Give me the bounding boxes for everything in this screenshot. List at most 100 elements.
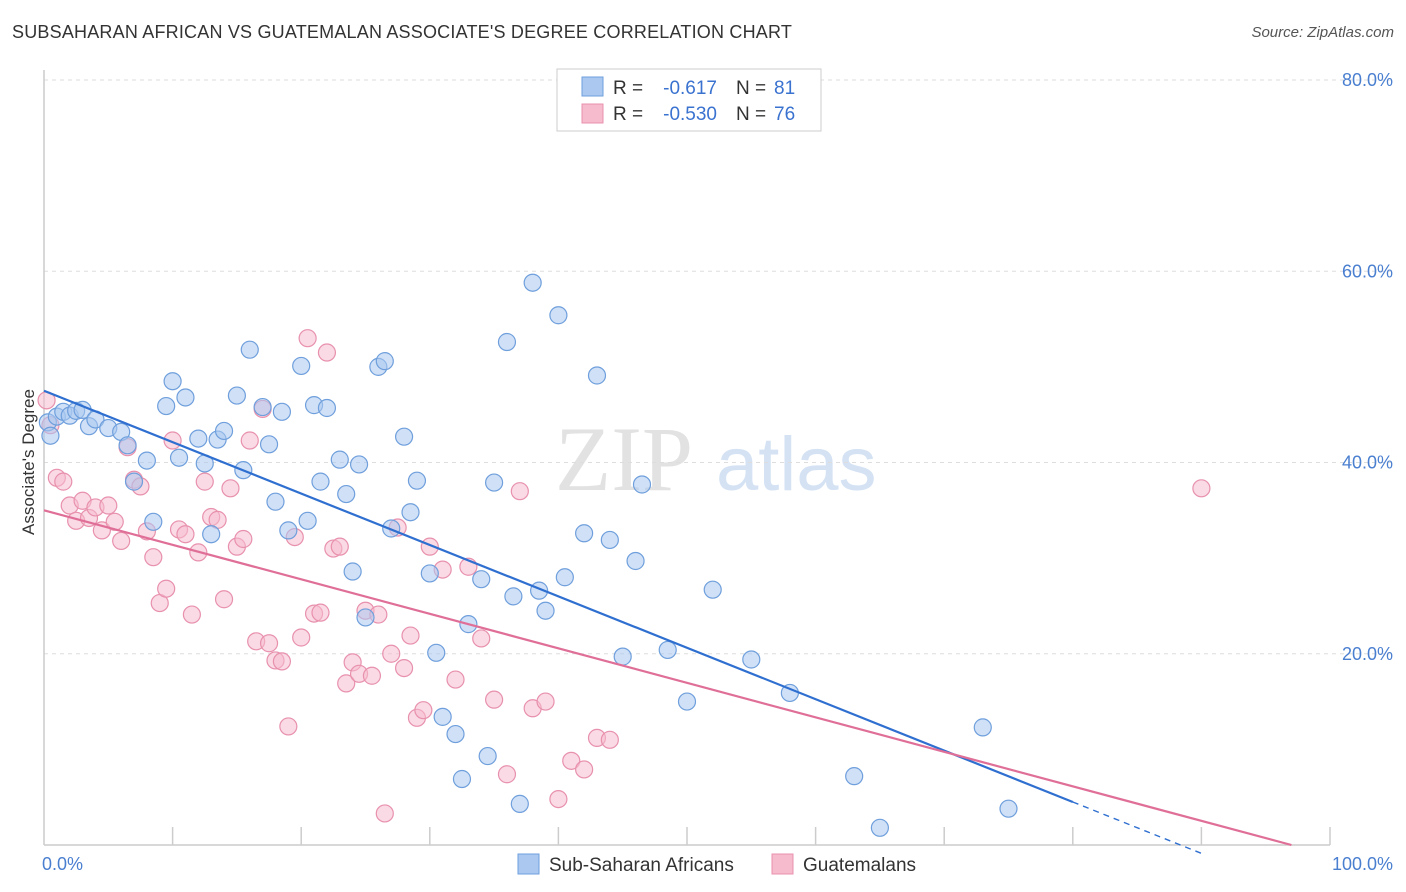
sub-saharan-point-16	[163, 372, 182, 391]
guatemalans-point-59	[414, 701, 433, 720]
sub-saharan-point-57	[497, 332, 517, 352]
sub-saharan-point-71	[658, 640, 677, 660]
stats-r-label-1: R =	[613, 78, 643, 99]
sub-saharan-point-26	[240, 340, 259, 359]
sub-saharan-point-12	[124, 472, 144, 491]
sub-saharan-point-13	[137, 451, 156, 470]
sub-saharan-point-65	[575, 524, 594, 543]
sub-saharan-point-80	[999, 799, 1018, 818]
sub-saharan-point-54	[472, 570, 491, 589]
sub-saharan-point-28	[259, 435, 279, 454]
grid	[44, 79, 1392, 655]
sub-saharan-point-30	[272, 402, 292, 421]
guatemalans-point-54	[382, 644, 401, 663]
sub-saharan-point-1	[41, 426, 60, 445]
guatemalans-point-53	[375, 804, 394, 823]
stats-n-label-1: N =	[736, 78, 766, 99]
stats-swatch-pink	[581, 103, 604, 124]
guatemalans-point-51	[362, 666, 382, 685]
guatemalans-point-71	[562, 751, 581, 770]
stats-r-value-2: -0.530	[663, 104, 717, 125]
sub-saharan-point-59	[510, 794, 529, 813]
series-guatemalans	[37, 329, 1211, 823]
guatemalans-point-25	[195, 472, 214, 491]
guatemalans-point-66	[497, 765, 517, 784]
guatemalans-point-75	[1192, 479, 1211, 498]
guatemalans-point-65	[485, 690, 504, 709]
guatemalans-point-67	[510, 482, 529, 501]
guatemalans-point-28	[214, 590, 234, 609]
sub-saharan-point-55	[478, 746, 497, 766]
sub-saharan-point-73	[703, 580, 722, 599]
sub-saharan-point-62	[536, 601, 555, 620]
sub-saharan-point-36	[317, 398, 337, 418]
sub-saharan-point-24	[227, 386, 246, 405]
sub-saharan-point-43	[375, 352, 394, 371]
guatemalans-point-46	[330, 537, 349, 556]
guatemalans-point-57	[401, 626, 420, 645]
sub-saharan-point-70	[632, 475, 652, 494]
sub-saharan-point-32	[292, 356, 311, 376]
guatemalans-point-31	[234, 529, 253, 549]
guatemalans-point-41	[298, 329, 317, 348]
guatemalans-point-72	[575, 760, 594, 779]
regression-lines	[43, 389, 1292, 855]
guatemalans-point-43	[311, 603, 330, 622]
guatemalans-point-12	[112, 531, 131, 551]
y-tick-label-1: 40.0%	[1342, 453, 1393, 473]
bottom-legend: Sub-Saharan Africans Guatemalans	[517, 853, 916, 876]
sub-saharan-point-21	[202, 525, 221, 544]
sub-saharan-point-39	[343, 562, 362, 581]
guatemalans-point-47	[337, 674, 356, 693]
guatemalans-point-64	[472, 629, 491, 648]
sub-saharan-point-41	[356, 608, 375, 627]
guatemalans-point-56	[394, 658, 414, 678]
x-tick-label-1: 100.0%	[1332, 854, 1393, 874]
sub-saharan-point-72	[677, 692, 697, 711]
sub-saharan-point-17	[169, 448, 189, 467]
legend-swatch-guatemalans	[771, 853, 794, 875]
guatemalans-point-29	[221, 479, 240, 498]
sub-saharan-point-64	[555, 568, 574, 587]
chart-title: SUBSAHARAN AFRICAN VS GUATEMALAN ASSOCIA…	[12, 22, 793, 42]
legend-label-sub-saharan: Sub-Saharan Africans	[549, 855, 734, 876]
stats-n-label-2: N =	[736, 104, 766, 125]
y-tick-label-2: 60.0%	[1342, 261, 1393, 281]
sub-saharan-point-31	[279, 521, 298, 540]
sub-saharan-point-48	[420, 564, 439, 583]
sub-saharan-point-14	[144, 512, 163, 531]
sub-saharan-point-15	[157, 396, 176, 416]
sub-saharan-point-68	[613, 647, 632, 666]
guatemalans-point-37	[272, 652, 292, 671]
guatemalans-point-44	[317, 343, 337, 362]
guatemalans-point-38	[279, 717, 298, 736]
sub-saharan-point-37	[330, 450, 349, 469]
sub-saharan-point-74	[742, 650, 761, 669]
sub-saharan-point-52	[452, 769, 472, 789]
stats-box: R = -0.617 N = 81 R = -0.530 N = 76	[556, 68, 822, 132]
guatemalans-point-62	[446, 670, 465, 689]
sub-saharan-point-63	[549, 306, 568, 325]
guatemalans-point-17	[144, 548, 163, 567]
sub-saharan-point-60	[523, 273, 542, 292]
sub-saharan-point-33	[298, 511, 317, 530]
sub-saharan-point-66	[587, 366, 607, 385]
regression-extension-sub-saharan	[1072, 801, 1202, 855]
sub-saharan-point-38	[337, 484, 356, 504]
sub-saharan-point-78	[870, 818, 890, 837]
stats-r-label-2: R =	[613, 104, 643, 125]
stats-r-value-1: -0.617	[663, 78, 717, 99]
guatemalans-point-69	[536, 692, 555, 711]
sub-saharan-point-19	[189, 429, 208, 448]
guatemalans-point-23	[182, 605, 201, 624]
x-tick-label-0: 0.0%	[42, 854, 83, 874]
y-tick-label-3: 80.0%	[1342, 70, 1393, 90]
sub-saharan-point-69	[626, 551, 645, 571]
guatemalans-point-10	[99, 496, 118, 515]
sub-saharan-point-77	[845, 767, 864, 786]
sub-saharan-point-47	[407, 471, 427, 490]
sub-saharan-point-46	[401, 503, 420, 522]
y-tick-label-0: 20.0%	[1342, 644, 1393, 664]
sub-saharan-point-11	[118, 436, 137, 455]
